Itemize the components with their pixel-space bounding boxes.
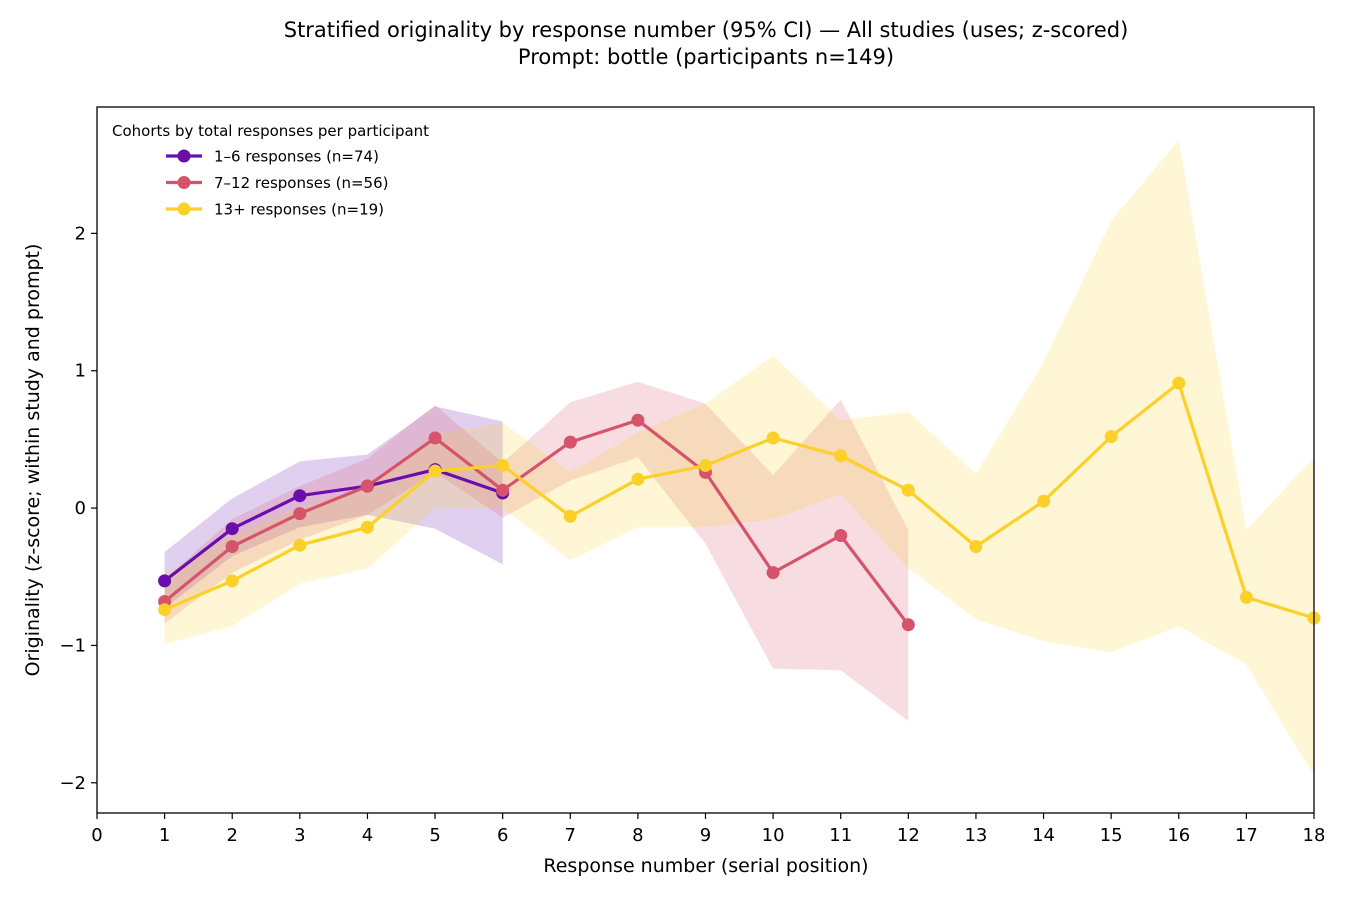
- chart-title: Stratified originality by response numbe…: [284, 18, 1129, 42]
- data-point: [766, 431, 780, 445]
- series-lines: [163, 381, 1314, 626]
- data-point: [293, 507, 307, 521]
- chart-subtitle: Prompt: bottle (participants n=149): [518, 45, 894, 69]
- x-tick-label: 15: [1100, 825, 1123, 846]
- data-point: [496, 483, 510, 497]
- data-point: [496, 459, 510, 472]
- data-point: [158, 574, 172, 588]
- x-tick-label: 0: [91, 825, 102, 846]
- series-points: [158, 376, 1321, 632]
- ci-band-series-2: [164, 381, 909, 721]
- data-point: [1104, 430, 1118, 444]
- x-tick-label: 4: [362, 825, 373, 846]
- data-point: [360, 520, 374, 534]
- x-tick-label: 5: [429, 825, 440, 846]
- legend: Cohorts by total responses per participa…: [112, 122, 429, 219]
- y-axis-ticks: −2 −1 0 1 2: [59, 223, 97, 794]
- x-tick-label: 3: [294, 825, 305, 846]
- y-tick-label: 0: [75, 498, 86, 519]
- legend-title: Cohorts by total responses per participa…: [112, 122, 429, 140]
- x-tick-label: 17: [1235, 825, 1258, 846]
- x-tick-label: 18: [1303, 825, 1326, 846]
- data-point: [631, 413, 645, 427]
- series-line-2: [163, 418, 910, 626]
- legend-label: 13+ responses (n=19): [214, 201, 384, 219]
- legend-marker: [177, 202, 191, 216]
- x-tick-label: 1: [159, 825, 170, 846]
- data-point: [901, 483, 915, 497]
- legend-label: 1–6 responses (n=74): [214, 148, 379, 166]
- data-point: [225, 540, 239, 553]
- x-tick-label: 2: [226, 825, 237, 846]
- y-tick-label: 2: [75, 223, 86, 244]
- x-tick-label: 8: [632, 825, 643, 846]
- x-tick-label: 12: [897, 825, 920, 846]
- y-axis-label: Originality (z-score; within study and p…: [22, 244, 44, 677]
- x-axis-label: Response number (serial position): [543, 855, 868, 877]
- data-point: [293, 489, 307, 503]
- data-point: [428, 431, 442, 445]
- data-point: [1172, 376, 1186, 390]
- y-tick-label: −1: [59, 635, 86, 656]
- x-tick-label: 10: [762, 825, 785, 846]
- series-line-1: [163, 468, 504, 583]
- y-tick-label: 1: [75, 361, 86, 382]
- data-point: [225, 522, 239, 536]
- data-point: [293, 538, 307, 552]
- x-tick-label: 13: [964, 825, 987, 846]
- ci-band-series-1: [164, 406, 503, 609]
- data-point: [969, 540, 983, 553]
- x-tick-label: 14: [1032, 825, 1055, 846]
- data-point: [563, 435, 577, 449]
- data-point: [699, 459, 712, 472]
- data-point: [428, 464, 442, 478]
- data-point: [360, 479, 374, 493]
- series-line-3: [163, 381, 1314, 620]
- legend-marker: [177, 149, 191, 163]
- data-point: [1037, 494, 1051, 508]
- data-point: [158, 603, 172, 617]
- plot-area: 0 1 2 3 4 5 6 7 8 9 10 11 12 13 14 15 16 17 18−2−1012Cohor…: [59, 106, 1325, 846]
- legend-marker: [177, 176, 191, 189]
- x-axis-ticks: 0 1 2 3 4 5 6 7 8 9 10 11 12 13 14 15 16 17 18: [91, 813, 1325, 846]
- data-point: [1239, 590, 1253, 604]
- x-tick-label: 11: [829, 825, 852, 846]
- data-point: [225, 574, 239, 588]
- x-tick-label: 9: [700, 825, 711, 846]
- x-tick-label: 7: [565, 825, 576, 846]
- ci-band-series-3: [164, 140, 1314, 776]
- data-point: [631, 472, 645, 486]
- data-point: [563, 509, 577, 523]
- legend-label: 7–12 responses (n=56): [214, 174, 388, 192]
- data-point: [766, 566, 780, 580]
- x-tick-label: 16: [1167, 825, 1190, 846]
- data-point: [834, 529, 848, 542]
- y-tick-label: −2: [59, 773, 86, 794]
- x-tick-label: 6: [497, 825, 508, 846]
- data-point: [901, 618, 915, 632]
- ci-bands: [164, 140, 1314, 776]
- data-point: [834, 449, 848, 463]
